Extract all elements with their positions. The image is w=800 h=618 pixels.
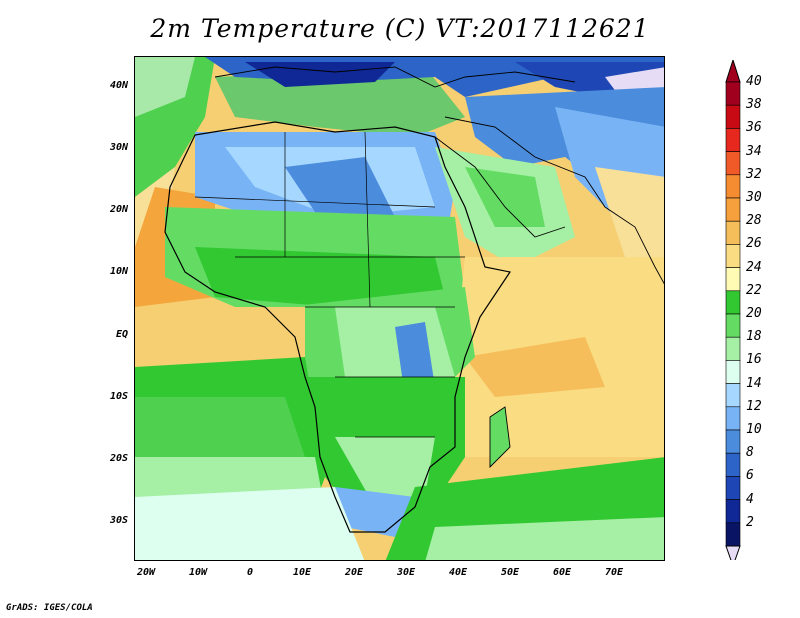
lat-label-20s: 20S — [109, 453, 128, 464]
temperature-map — [134, 56, 665, 561]
lat-label-10n: 10N — [109, 266, 128, 277]
colorbar-label: 2 — [746, 514, 754, 530]
colorbar-swatch — [725, 244, 741, 268]
lon-label-20e: 20E — [344, 567, 364, 578]
colorbar-swatch — [725, 383, 741, 408]
lat-label-10s: 10S — [109, 391, 128, 402]
lon-label-50e: 50E — [500, 567, 520, 578]
colorbar-label: 38 — [746, 97, 762, 113]
colorbar-swatch — [725, 128, 741, 152]
colorbar-label: 8 — [746, 445, 754, 461]
colorbar-label: 16 — [746, 352, 762, 368]
lon-label-40e: 40E — [448, 567, 468, 578]
colorbar-swatch — [725, 104, 741, 129]
colorbar-over-triangle — [725, 60, 741, 83]
colorbar-swatch — [725, 151, 741, 176]
lat-label-20n: 20N — [109, 204, 128, 215]
colorbar-swatch — [725, 290, 741, 315]
colorbar-swatch — [725, 499, 741, 524]
lon-label-10w: 10W — [188, 567, 208, 578]
colorbar-label: 6 — [746, 468, 754, 484]
lat-label-40n: 40N — [109, 80, 128, 91]
colorbar-label: 14 — [746, 375, 762, 391]
colorbar-swatch — [725, 81, 741, 106]
lat-label-eq: EQ — [115, 329, 128, 340]
colorbar-swatch — [725, 522, 741, 547]
colorbar-label: 36 — [746, 120, 762, 136]
colorbar-label: 18 — [746, 329, 762, 345]
colorbar-swatch — [725, 336, 741, 361]
colorbar-label: 20 — [746, 306, 762, 321]
colorbar-label: 10 — [746, 422, 762, 437]
lon-label-10e: 10E — [292, 567, 312, 578]
colorbar — [725, 60, 741, 560]
colorbar-label: 12 — [746, 398, 762, 414]
colorbar-swatch — [725, 476, 741, 500]
lat-label-30s: 30S — [109, 515, 128, 526]
colorbar-label: 22 — [746, 282, 762, 298]
lat-label-30n: 30N — [109, 142, 128, 153]
colorbar-label: 34 — [746, 143, 762, 159]
lon-label-60e: 60E — [552, 567, 572, 578]
colorbar-label: 26 — [746, 236, 762, 252]
colorbar-under-triangle — [725, 545, 741, 560]
lon-label-70e: 70E — [604, 567, 624, 578]
colorbar-label: 40 — [746, 74, 762, 89]
colorbar-swatch — [725, 267, 741, 292]
colorbar-label: 28 — [746, 213, 762, 229]
colorbar-swatch — [725, 360, 741, 384]
lon-label-20w: 20W — [136, 567, 156, 578]
map-title: 2m Temperature (C) VT:2017112621 — [150, 14, 650, 43]
colorbar-label: 4 — [746, 491, 754, 507]
colorbar-label: 32 — [746, 166, 762, 182]
grads-footer: GrADS: IGES/COLA — [6, 603, 93, 613]
colorbar-label: 30 — [746, 190, 762, 205]
colorbar-swatch — [725, 174, 741, 199]
colorbar-label: 24 — [746, 259, 762, 275]
lon-label-0: 0 — [246, 567, 254, 578]
lon-label-30e: 30E — [396, 567, 416, 578]
map-canvas — [135, 57, 664, 560]
colorbar-swatch — [725, 220, 741, 245]
colorbar-swatch — [725, 406, 741, 431]
colorbar-swatch — [725, 197, 741, 222]
colorbar-swatch — [725, 452, 741, 477]
colorbar-swatch — [725, 429, 741, 454]
colorbar-swatch — [725, 313, 741, 338]
